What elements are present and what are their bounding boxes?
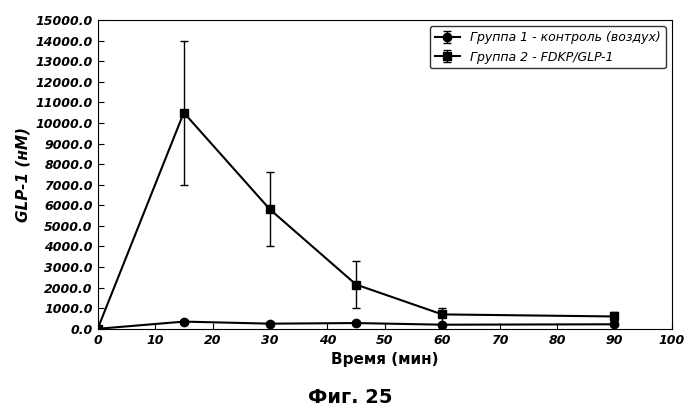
Legend: Группа 1 - контроль (воздух), Группа 2 - FDKP/GLP-1: Группа 1 - контроль (воздух), Группа 2 -… bbox=[430, 26, 666, 69]
X-axis label: Время (мин): Время (мин) bbox=[331, 352, 438, 367]
Text: Фиг. 25: Фиг. 25 bbox=[308, 388, 392, 407]
Y-axis label: GLP-1 (нМ): GLP-1 (нМ) bbox=[15, 127, 30, 222]
